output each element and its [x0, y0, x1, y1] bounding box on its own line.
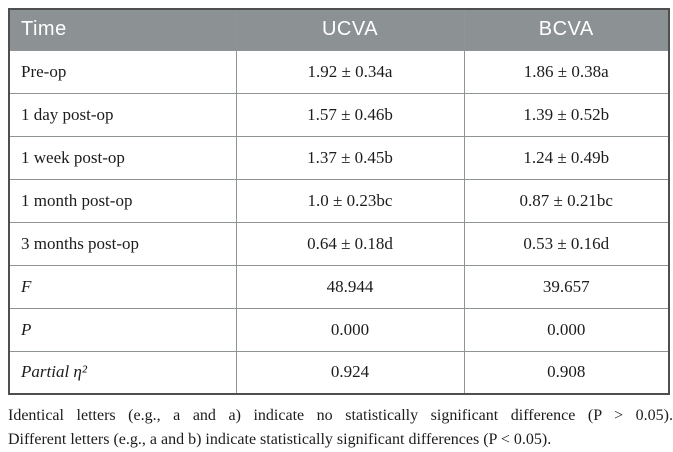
table-row: 1 day post-op 1.57 ± 0.46b 1.39 ± 0.52b — [8, 92, 670, 137]
row-label: Pre-op — [8, 49, 237, 94]
bcva-value: 39.657 — [463, 264, 670, 309]
row-label: 1 month post-op — [8, 178, 237, 223]
table-row-p-value: P 0.000 0.000 — [8, 307, 670, 352]
ucva-value: 1.57 ± 0.46b — [235, 92, 465, 137]
row-label: F — [8, 264, 237, 309]
bcva-value: 0.53 ± 0.16d — [463, 221, 670, 266]
ucva-value: 0.000 — [235, 307, 465, 352]
bcva-value: 1.86 ± 0.38a — [463, 49, 670, 94]
bcva-value: 0.000 — [463, 307, 670, 352]
ucva-value: 48.944 — [235, 264, 465, 309]
ucva-value: 0.64 ± 0.18d — [235, 221, 465, 266]
table-row-f-statistic: F 48.944 39.657 — [8, 264, 670, 309]
header-cell-ucva: UCVA — [235, 8, 465, 51]
table-header-row: Time UCVA BCVA — [8, 8, 670, 51]
bcva-value: 1.24 ± 0.49b — [463, 135, 670, 180]
table-row: 1 month post-op 1.0 ± 0.23bc 0.87 ± 0.21… — [8, 178, 670, 223]
header-cell-bcva: BCVA — [463, 8, 670, 51]
bcva-value: 1.39 ± 0.52b — [463, 92, 670, 137]
ucva-value: 1.37 ± 0.45b — [235, 135, 465, 180]
table-row: Pre-op 1.92 ± 0.34a 1.86 ± 0.38a — [8, 49, 670, 94]
row-label: Partial η² — [8, 350, 237, 395]
ucva-value: 1.92 ± 0.34a — [235, 49, 465, 94]
row-label: 1 week post-op — [8, 135, 237, 180]
row-label: P — [8, 307, 237, 352]
header-cell-time: Time — [8, 8, 237, 51]
table-row-partial-eta-squared: Partial η² 0.924 0.908 — [8, 350, 670, 395]
bcva-value: 0.908 — [463, 350, 670, 395]
ucva-value: 1.0 ± 0.23bc — [235, 178, 465, 223]
row-label: 3 months post-op — [8, 221, 237, 266]
bcva-value: 0.87 ± 0.21bc — [463, 178, 670, 223]
footnote-line-different-letters: Different letters (e.g., a and b) indica… — [8, 431, 552, 448]
table-row: 3 months post-op 0.64 ± 0.18d 0.53 ± 0.1… — [8, 221, 670, 266]
results-table: Time UCVA BCVA Pre-op 1.92 ± 0.34a 1.86 … — [8, 8, 670, 395]
row-label: 1 day post-op — [8, 92, 237, 137]
table-row: 1 week post-op 1.37 ± 0.45b 1.24 ± 0.49b — [8, 135, 670, 180]
footnote-line-identical-letters: Identical letters (e.g., a and a) indica… — [8, 407, 673, 424]
ucva-value: 0.924 — [235, 350, 465, 395]
table-footnote: Identical letters (e.g., a and a) indica… — [8, 404, 673, 452]
